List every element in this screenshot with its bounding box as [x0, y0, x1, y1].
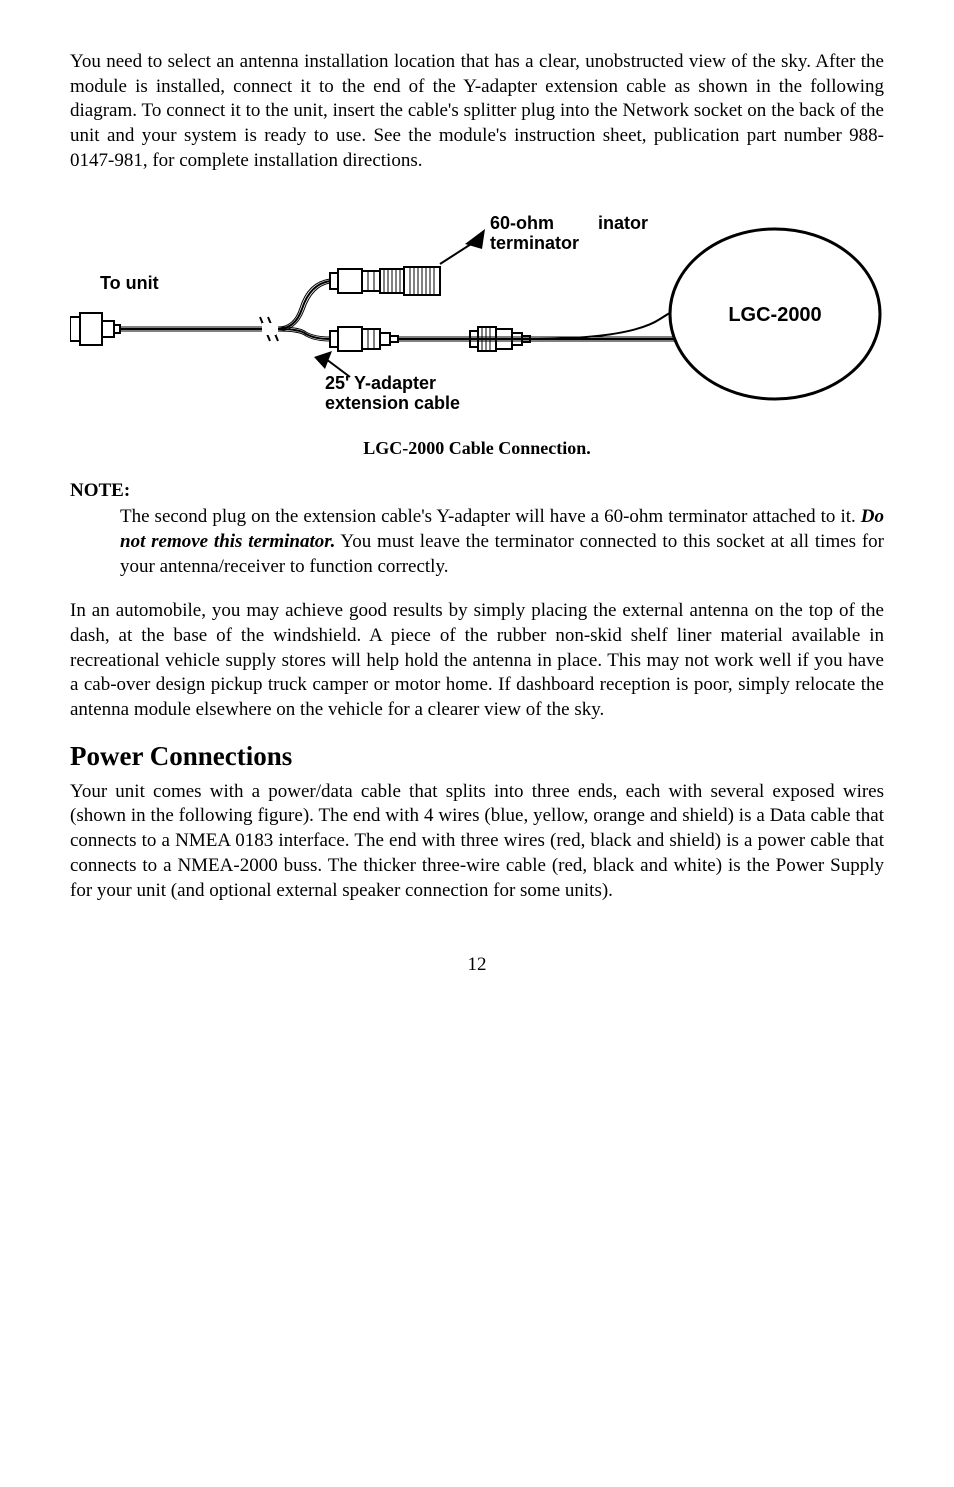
intro-paragraph: You need to select an antenna installati…: [70, 50, 884, 173]
note-body: The second plug on the extension cable's…: [120, 505, 884, 579]
yadapter-label-1: 25' Y-adapter: [325, 373, 436, 393]
unit-connector: [70, 313, 120, 345]
svg-text:terminator: terminator: [490, 233, 579, 253]
automobile-paragraph: In an automobile, you may achieve good r…: [70, 599, 884, 722]
note-text-pre: The second plug on the extension cable's…: [120, 506, 861, 527]
section-heading: Power Connections: [70, 739, 884, 774]
diagram-caption: LGC-2000 Cable Connection.: [70, 437, 884, 460]
cable-break: [260, 317, 278, 341]
power-paragraph: Your unit comes with a power/data cable …: [70, 780, 884, 903]
page-number: 12: [70, 953, 884, 978]
to-unit-label: To unit: [100, 273, 159, 293]
yadapter-label-2: extension cable: [325, 393, 460, 413]
lower-connector: [330, 327, 398, 351]
cable-diagram: 60-ohm terminator placeholder terminator…: [70, 209, 884, 419]
svg-text:60-ohm: 60-ohm: [490, 213, 554, 233]
lgc-label: LGC-2000: [728, 304, 821, 326]
note-heading: NOTE:: [70, 479, 884, 504]
top-connector: [330, 267, 440, 295]
